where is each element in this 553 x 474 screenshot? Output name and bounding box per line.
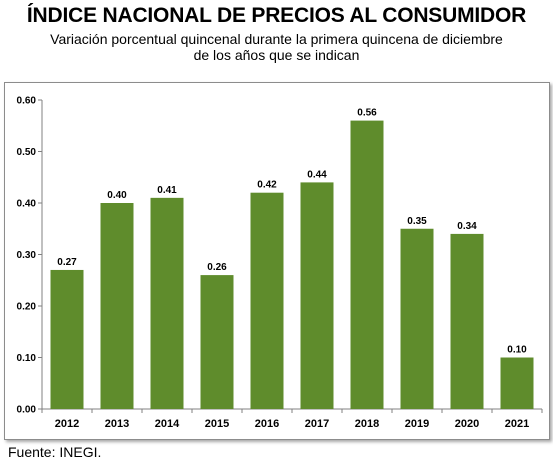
bar-2019	[400, 228, 434, 409]
x-tick-label-2018: 2018	[355, 418, 379, 430]
chart-subtitle-line-2: de los años que se indican	[193, 47, 360, 63]
data-label-2014: 0.41	[157, 185, 177, 196]
data-label-2012: 0.27	[57, 257, 77, 268]
y-tick-label: 0.10	[17, 353, 37, 364]
x-tick-label-2016: 2016	[255, 418, 279, 430]
chart-title: ÍNDICE NACIONAL DE PRECIOS AL CONSUMIDOR	[26, 4, 527, 27]
bar-2013	[100, 203, 134, 409]
x-tick-label-2015: 2015	[205, 418, 229, 430]
data-label-2013: 0.40	[107, 190, 127, 201]
y-tick-label: 0.40	[17, 199, 37, 210]
x-tick-label-2017: 2017	[305, 418, 329, 430]
data-label-2018: 0.56	[357, 108, 377, 119]
data-label-2019: 0.35	[407, 216, 427, 227]
x-tick-label-2020: 2020	[455, 418, 479, 430]
bar-2014	[150, 197, 184, 409]
bar-2020	[450, 233, 484, 409]
bar-2015	[200, 275, 234, 409]
y-tick-label: 0.20	[17, 302, 37, 313]
chart-subtitle: Variación porcentual quincenal durante l…	[0, 31, 553, 63]
x-tick-label-2014: 2014	[155, 418, 180, 430]
bar-2016	[250, 192, 284, 409]
data-label-2016: 0.42	[257, 180, 277, 191]
bar-2021	[500, 357, 534, 409]
source-note: Fuente: INEGI.	[8, 444, 102, 460]
bar-chart: 0.00 0.10 0.20 0.30 0.40 0.50 0.60 0.27 2012 0.4…	[17, 96, 543, 430]
y-tick-label: 0.30	[17, 250, 37, 261]
data-label-2020: 0.34	[457, 221, 477, 232]
y-tick-label: 0.50	[17, 147, 37, 158]
bar-2012	[50, 269, 84, 409]
x-tick-label-2013: 2013	[105, 418, 129, 430]
chart-labels: 0.27 2012 0.40 2013 0.41 2014 0.26 2015 0.42 2016…	[55, 108, 529, 430]
data-label-2015: 0.26	[207, 262, 227, 273]
x-tick-label-2019: 2019	[405, 418, 429, 430]
data-label-2021: 0.10	[507, 345, 527, 356]
chart-subtitle-line-1: Variación porcentual quincenal durante l…	[50, 31, 503, 47]
x-tick-label-2012: 2012	[55, 418, 79, 430]
x-tick-label-2021: 2021	[505, 418, 529, 430]
y-tick-label: 0.60	[17, 96, 37, 107]
chart-bars	[50, 120, 534, 409]
bar-2017	[300, 182, 334, 409]
data-label-2017: 0.44	[307, 169, 327, 180]
bar-2018	[350, 120, 384, 409]
y-tick-label: 0.00	[17, 405, 37, 416]
